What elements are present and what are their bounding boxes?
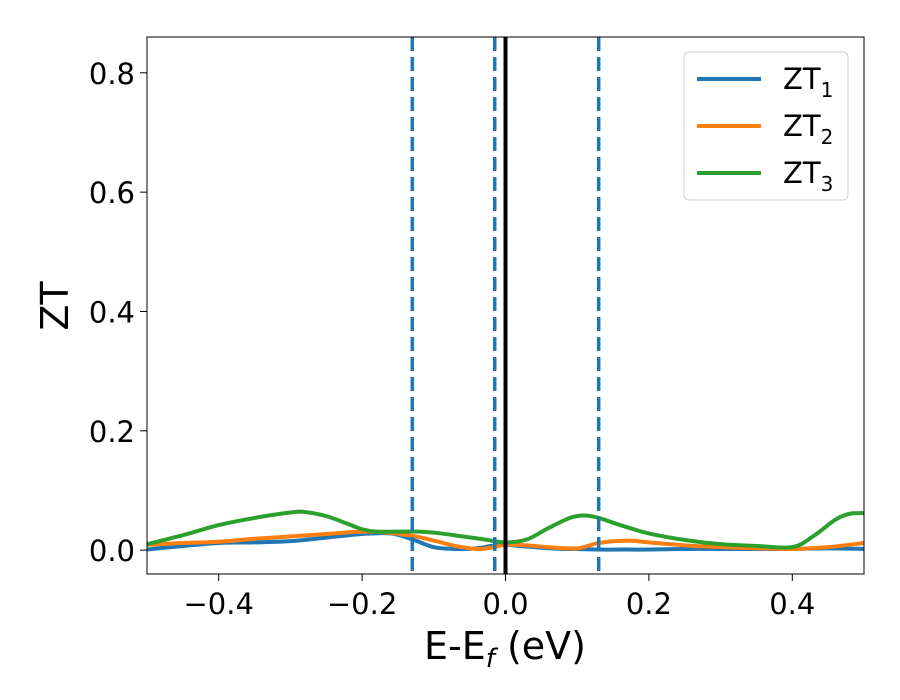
legend-box (683, 51, 849, 201)
series-line-zt2 (147, 529, 864, 552)
y-tick-label: 0.0 (89, 534, 135, 568)
plot-clip-group (147, 37, 864, 574)
x-tick-label: −0.2 (327, 587, 397, 621)
y-axis-title: ZT (33, 281, 77, 331)
x-axis-title: E-Ef (eV) (424, 624, 586, 674)
y-tick-label: 0.4 (89, 295, 135, 329)
y-tick-label: 0.8 (89, 57, 135, 91)
y-tick-label: 0.2 (89, 415, 135, 449)
legend: ZT1 ZT2 ZT3 (683, 51, 849, 201)
legend-label-zt3: ZT3 (783, 156, 833, 196)
legend-label-zt1: ZT1 (783, 62, 833, 102)
y-tick-label: 0.6 (89, 176, 135, 210)
x-tick-label: 0.4 (769, 587, 815, 621)
x-tick-label: −0.4 (183, 587, 253, 621)
axis-ticks: −0.4 −0.2 0.0 0.2 0.4 0.0 0.2 0.4 0.6 0.8 (89, 57, 815, 621)
plot-frame (146, 36, 865, 575)
plot-area (147, 37, 864, 574)
legend-label-zt2: ZT2 (783, 109, 833, 149)
x-tick-label: 0.2 (626, 587, 672, 621)
x-tick-label: 0.0 (482, 587, 528, 621)
